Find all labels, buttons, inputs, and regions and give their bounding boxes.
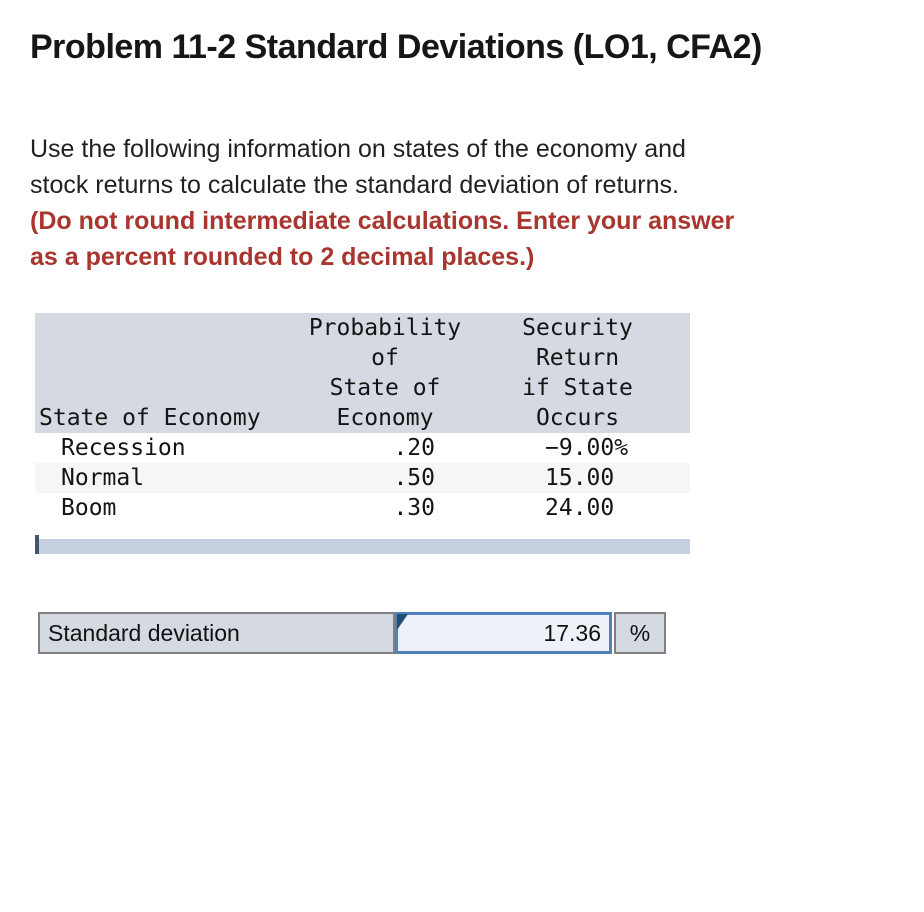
percent-unit-label: % <box>614 612 666 654</box>
economy-returns-table: State of Economy Probability of State of… <box>35 313 690 523</box>
instruction-emphasis-line: (Do not round intermediate calculations.… <box>30 207 735 235</box>
cell-probability: .20 <box>393 435 435 461</box>
instruction-line: Use the following information on states … <box>30 135 686 163</box>
cell-state: Normal <box>61 465 145 491</box>
answer-row: Standard deviation % <box>38 612 894 654</box>
header-state-of-economy: State of Economy <box>39 405 261 431</box>
cell-probability: .50 <box>393 465 435 491</box>
instruction-line: stock returns to calculate the standard … <box>30 171 679 199</box>
header-probability: Probability of State of Economy <box>308 315 462 431</box>
header-security-return: Security Return if State Occurs <box>522 315 633 431</box>
answer-input-cell <box>395 612 612 654</box>
cell-probability: .30 <box>393 495 435 521</box>
cell-security-return: 24.00 <box>545 495 615 521</box>
table-row: Boom .30 24.00 <box>35 493 690 523</box>
standard-deviation-input[interactable] <box>398 615 609 651</box>
table-header: State of Economy Probability of State of… <box>35 313 690 433</box>
scrollbar-thumb[interactable] <box>35 535 39 554</box>
cell-security-return: 15.00 <box>545 465 615 491</box>
cell-state: Boom <box>61 495 117 521</box>
instruction-emphasis-line: as a percent rounded to 2 decimal places… <box>30 243 535 271</box>
table-row: Normal .50 15.00 <box>35 463 690 493</box>
table-row: Recession .20 −9.00% <box>35 433 690 463</box>
answer-label: Standard deviation <box>38 612 395 654</box>
instruction-text: Use the following information on states … <box>30 131 894 275</box>
input-corner-marker <box>397 614 408 630</box>
page-title: Problem 11-2 Standard Deviations (LO1, C… <box>30 28 762 66</box>
horizontal-scrollbar[interactable] <box>35 535 690 554</box>
cell-state: Recession <box>61 435 186 461</box>
cell-security-return: −9.00% <box>545 435 629 461</box>
